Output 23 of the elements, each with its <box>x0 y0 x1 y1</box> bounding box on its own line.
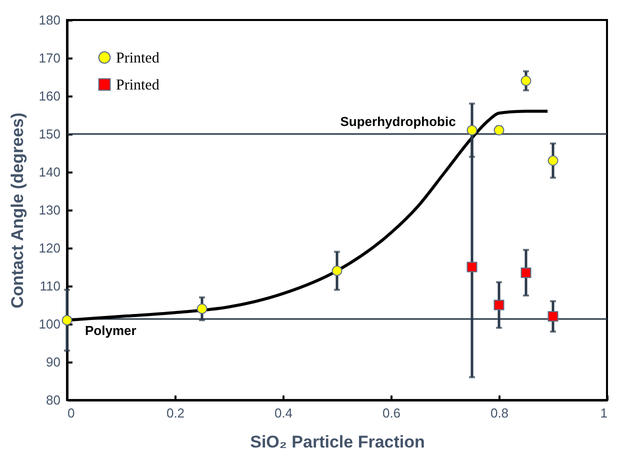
y-tick-label: 160 <box>38 88 60 104</box>
y-tick-label: 170 <box>38 50 60 66</box>
x-tick-label: 0.6 <box>382 406 401 420</box>
y-tick-label: 120 <box>38 240 60 256</box>
x-tick-label: 0 <box>68 406 75 420</box>
y-tick-label: 180 <box>38 12 60 28</box>
ref-line-label: Superhydrophobic <box>340 114 456 129</box>
y-tick-label: 130 <box>38 202 60 218</box>
ref-line-label: Polymer <box>85 323 136 338</box>
x-tick-label: 0.8 <box>490 406 509 420</box>
y-tick-label: 90 <box>46 354 60 370</box>
x-tick-label: 0.4 <box>274 406 293 420</box>
x-tick-label: 1 <box>600 406 608 420</box>
x-axis-title: SiO₂ Particle Fraction <box>250 432 425 452</box>
x-tick-label: 0.2 <box>166 406 185 420</box>
y-tick-label: 80 <box>46 392 60 408</box>
legend-label: Printed <box>116 78 160 94</box>
y-tick-label: 110 <box>40 278 60 294</box>
y-axis-title: Contact Angle (degrees) <box>8 112 27 308</box>
y-tick-label: 140 <box>38 164 60 180</box>
legend-label: Printed <box>116 50 160 66</box>
y-tick-label: 150 <box>38 126 60 142</box>
y-tick-label: 100 <box>38 316 60 332</box>
